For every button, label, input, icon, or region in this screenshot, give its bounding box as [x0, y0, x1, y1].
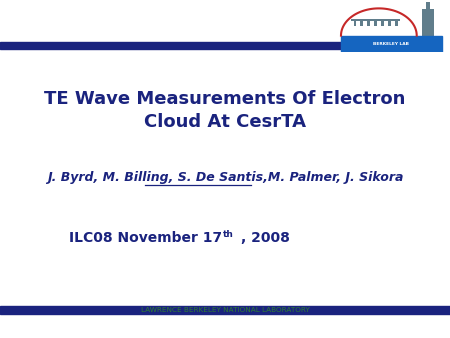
Bar: [351, 19, 400, 21]
Bar: [423, 9, 434, 35]
Text: th: th: [223, 230, 234, 239]
Bar: [341, 35, 442, 52]
Text: , 2008: , 2008: [241, 231, 290, 245]
Text: TE Wave Measurements Of Electron
Cloud At CesrTA: TE Wave Measurements Of Electron Cloud A…: [44, 90, 406, 131]
Bar: [0, 306, 450, 314]
Bar: [388, 19, 391, 26]
Text: J. Byrd, M. Billing, S. De Santis,M. Palmer, J. Sikora: J. Byrd, M. Billing, S. De Santis,M. Pal…: [47, 171, 403, 184]
Bar: [374, 19, 377, 26]
Text: ILC08 November 17: ILC08 November 17: [69, 231, 222, 245]
Text: LAWRENCE BERKELEY NATIONAL LABORATORY: LAWRENCE BERKELEY NATIONAL LABORATORY: [140, 307, 310, 313]
Bar: [395, 19, 398, 26]
Text: BERKELEY LAB: BERKELEY LAB: [374, 42, 410, 46]
Bar: [360, 19, 363, 26]
Bar: [426, 2, 431, 9]
Bar: [0, 42, 387, 49]
Bar: [381, 19, 384, 26]
Bar: [367, 19, 370, 26]
Bar: [354, 19, 356, 26]
